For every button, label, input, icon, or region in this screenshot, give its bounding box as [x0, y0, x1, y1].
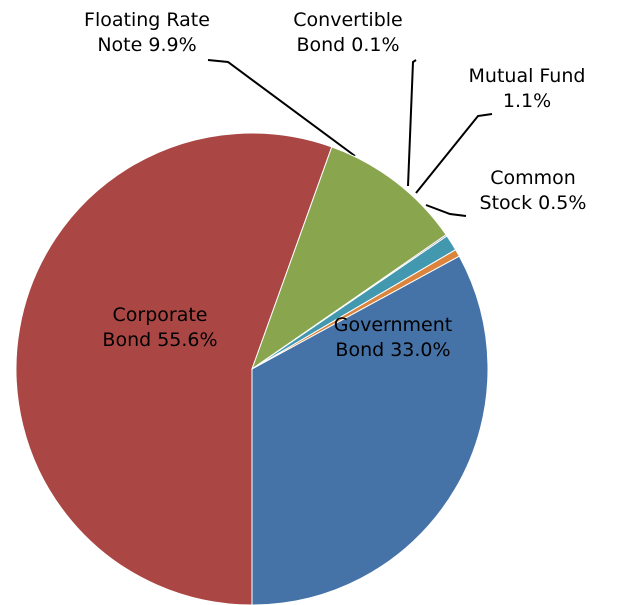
pie-slice [251, 146, 447, 371]
data-label: Government Bond 33.0% [323, 313, 463, 363]
data-label: Mutual Fund 1.1% [462, 64, 592, 114]
data-label: Floating Rate Note 9.9% [72, 8, 222, 58]
category-label: Mutual Fund [468, 65, 586, 87]
pie-slice [251, 255, 489, 605]
pie-slice [15, 132, 333, 605]
value-label: 1.1% [502, 90, 552, 112]
category-label: Corporate Bond [102, 304, 208, 351]
value-label: 0.5% [538, 192, 587, 214]
data-label: Convertible Bond 0.1% [283, 8, 413, 58]
value-label: 0.1% [351, 34, 400, 56]
category-label: Convertible Bond [293, 9, 403, 56]
data-label: Common Stock 0.5% [473, 166, 593, 216]
data-label: Corporate Bond 55.6% [95, 303, 225, 353]
category-label: Floating Rate Note [84, 9, 210, 56]
leader-line [207, 59, 356, 157]
leader-line [407, 59, 417, 187]
value-label: 33.0% [390, 339, 451, 361]
leader-line [425, 204, 467, 217]
value-label: 9.9% [148, 34, 197, 56]
leader-line [415, 113, 493, 194]
category-label: Common Stock [479, 167, 576, 214]
leader-lines [207, 59, 493, 217]
category-label: Government Bond [333, 314, 453, 361]
value-label: 55.6% [157, 329, 218, 351]
